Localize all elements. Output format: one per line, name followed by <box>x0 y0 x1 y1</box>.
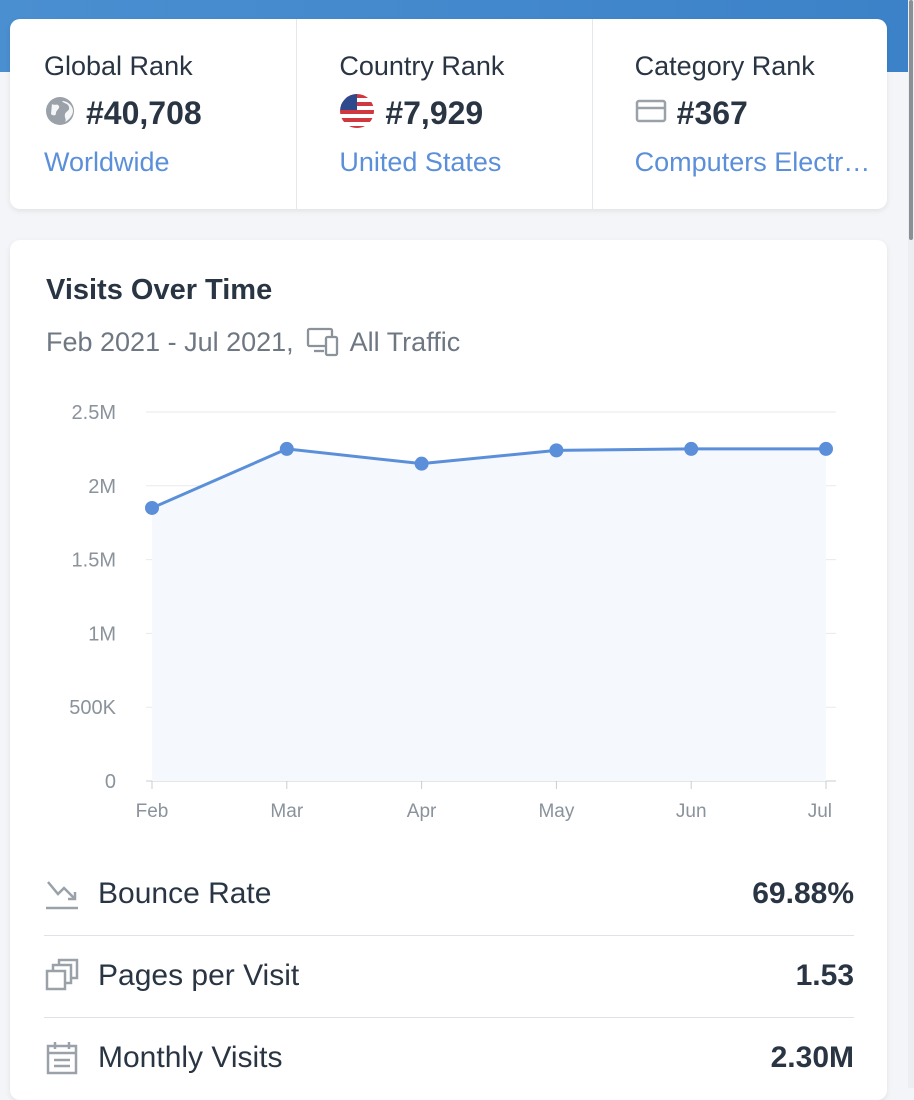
monthly-visits-value: 2.30M <box>770 1041 854 1074</box>
visits-card: Visits Over Time Feb 2021 - Jul 2021, Al… <box>10 240 887 1100</box>
global-rank-link[interactable]: Worldwide <box>44 147 170 177</box>
y-tick-label: 0 <box>105 771 116 793</box>
data-point[interactable] <box>819 441 833 456</box>
category-rank-link[interactable]: Computers Electronics and Technology <box>634 147 871 177</box>
metric-row-pages-per-visit: Pages per Visit 1.53 <box>44 935 854 1018</box>
visits-title: Visits Over Time <box>46 274 273 306</box>
x-tick-label: Mar <box>270 801 303 822</box>
area-fill <box>152 448 826 781</box>
y-tick-label: 500K <box>69 697 116 719</box>
visits-traffic[interactable]: All Traffic <box>349 326 461 357</box>
series-line <box>151 447 826 510</box>
x-tick-label: Feb <box>136 801 169 822</box>
global-rank: Global Rank #40,708 Worldwide <box>10 19 298 209</box>
scrollbar-thumb[interactable] <box>909 0 913 240</box>
y-tick-label: 2M <box>88 476 116 498</box>
x-tick-label: Apr <box>407 801 437 822</box>
y-tick-label: 1M <box>88 623 116 645</box>
global-rank-label: Global Rank <box>44 51 193 81</box>
monthly-visits-label: Monthly Visits <box>98 1041 283 1074</box>
category-icon <box>635 97 667 130</box>
x-tick-label: Jun <box>676 801 707 822</box>
country-rank-value: #7,929 <box>385 94 484 131</box>
calendar-icon <box>44 1040 80 1076</box>
devices-icon <box>306 326 340 358</box>
globe-icon <box>44 95 76 132</box>
pages-per-visit-label: Pages per Visit <box>98 959 300 992</box>
bounce-rate-value: 69.88% <box>752 877 854 910</box>
x-tick-label: May <box>538 801 574 822</box>
category-rank-label: Category Rank <box>634 51 815 81</box>
metric-row-bounce-rate: Bounce Rate 69.88% <box>44 853 854 936</box>
y-tick-label: 2.5M <box>72 402 116 424</box>
rank-card: Global Rank #40,708 Worldwide Country Ra… <box>10 19 887 209</box>
global-rank-value: #40,708 <box>86 94 202 131</box>
data-point[interactable] <box>414 456 429 471</box>
y-tick-label: 1.5M <box>72 550 116 572</box>
country-rank-link[interactable]: United States <box>339 147 502 177</box>
data-point[interactable] <box>279 441 294 456</box>
category-rank-value: #367 <box>676 94 748 131</box>
category-rank: Category Rank #367 Computers Electronics… <box>593 19 887 209</box>
visits-chart: 0 500K 1M 1.5M 2M 2.5M Feb Mar Apr May Jun Jul <box>69 402 836 822</box>
bounce-rate-icon <box>44 876 80 912</box>
bounce-rate-label: Bounce Rate <box>98 877 272 910</box>
data-point[interactable] <box>145 500 159 515</box>
visits-period: Feb 2021 - Jul 2021, <box>46 326 294 357</box>
visits-subtitle: Feb 2021 - Jul 2021, All Traffic <box>46 326 460 358</box>
metric-row-monthly-visits: Monthly Visits 2.30M <box>44 1017 854 1099</box>
pages-icon <box>44 958 80 994</box>
x-tick-label: Jul <box>808 801 832 822</box>
data-point[interactable] <box>549 443 564 458</box>
pages-per-visit-value: 1.53 <box>795 959 854 992</box>
data-point[interactable] <box>684 441 699 456</box>
us-flag-icon <box>339 93 375 134</box>
scrollbar-track[interactable] <box>908 0 914 1088</box>
country-rank-label: Country Rank <box>339 51 505 81</box>
country-rank: Country Rank #7,929 Unit <box>297 19 593 209</box>
